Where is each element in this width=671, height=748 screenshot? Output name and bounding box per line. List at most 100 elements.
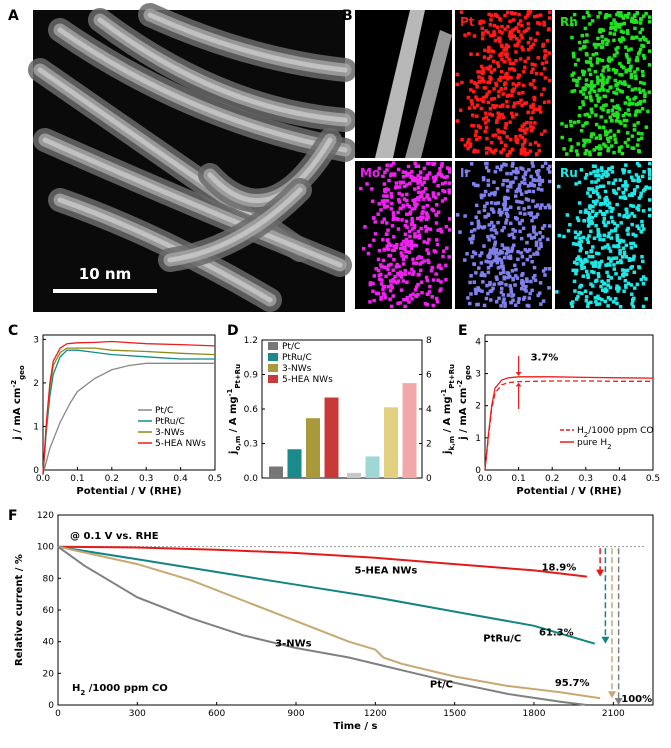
map-pixel <box>599 73 604 77</box>
map-pixel <box>610 219 615 224</box>
map-pixel <box>613 27 618 32</box>
map-pixel <box>391 294 396 298</box>
map-pixel <box>502 276 507 281</box>
map-pixel <box>596 36 600 41</box>
map-pixel <box>394 265 399 269</box>
map-pixel <box>401 180 406 185</box>
map-pixel <box>486 260 491 264</box>
map-pixel <box>479 19 484 24</box>
map-pixel <box>438 166 442 171</box>
map-pixel <box>609 276 614 280</box>
map-pixel <box>577 290 581 295</box>
map-pixel <box>586 224 591 228</box>
element-label: Ru <box>560 166 578 180</box>
series-line <box>484 376 654 471</box>
map-pixel <box>539 302 543 306</box>
map-pixel <box>537 291 542 295</box>
map-pixel <box>503 143 508 148</box>
bar-kinetic-2 <box>384 407 398 478</box>
map-pixel <box>641 209 646 213</box>
map-pixel <box>425 193 430 197</box>
map-pixel <box>628 258 632 262</box>
map-pixel <box>618 304 623 309</box>
map-pixel <box>638 21 643 25</box>
map-pixel <box>605 210 609 214</box>
x-tick-label: 0.0 <box>478 474 493 484</box>
map-pixel <box>431 208 436 213</box>
map-pixel <box>434 176 438 180</box>
map-pixel <box>594 45 598 49</box>
x-tick-label: 1200 <box>364 709 387 719</box>
map-pixel <box>593 260 598 264</box>
map-pixel <box>543 76 548 80</box>
bar-exchange-1 <box>287 449 302 478</box>
map-pixel <box>573 62 578 67</box>
map-pixel <box>542 223 547 228</box>
map-pixel <box>407 271 412 275</box>
map-pixel <box>600 288 605 293</box>
map-pixel <box>468 280 472 285</box>
map-pixel <box>575 79 579 84</box>
map-pixel <box>586 273 590 277</box>
map-pixel <box>640 132 644 136</box>
map-pixel <box>543 267 548 271</box>
y-tick-label: 1 <box>475 434 481 444</box>
map-pixel <box>508 137 513 142</box>
map-pixel <box>514 189 519 194</box>
map-pixel <box>608 115 613 119</box>
map-pixel <box>616 115 620 120</box>
map-pixel <box>534 215 539 219</box>
map-pixel <box>596 81 600 85</box>
map-pixel <box>435 238 439 242</box>
map-pixel <box>595 60 600 65</box>
map-pixel <box>500 261 504 265</box>
map-pixel <box>492 258 497 263</box>
map-pixel <box>532 230 536 234</box>
map-pixel <box>392 280 397 284</box>
map-pixel <box>532 215 536 220</box>
map-pixel <box>575 152 580 157</box>
map-pixel <box>531 178 536 183</box>
map-pixel <box>627 98 632 102</box>
map-pixel <box>475 85 479 89</box>
map-pixel <box>477 210 481 214</box>
map-pixel <box>587 219 591 223</box>
map-pixel <box>396 279 401 283</box>
map-pixel <box>604 263 608 267</box>
map-pixel <box>527 205 531 209</box>
legend-label: H2/1000 ppm CO <box>577 426 653 439</box>
map-pixel <box>502 48 506 52</box>
map-pixel <box>614 140 618 145</box>
map-pixel <box>509 111 514 116</box>
map-pixel <box>501 92 505 96</box>
map-pixel <box>366 251 371 256</box>
map-pixel <box>469 274 473 278</box>
map-pixel <box>511 28 515 32</box>
map-pixel <box>511 293 516 297</box>
map-pixel <box>528 254 533 259</box>
map-pixel <box>625 268 630 273</box>
map-pixel <box>548 205 552 209</box>
map-pixel <box>473 133 478 137</box>
map-pixel <box>499 258 503 263</box>
map-pixel <box>537 177 542 181</box>
map-pixel <box>593 279 598 283</box>
map-pixel <box>439 164 444 168</box>
map-pixel <box>585 138 589 143</box>
map-pixel <box>626 144 630 148</box>
map-pixel <box>489 227 494 232</box>
map-pixel <box>573 289 577 293</box>
map-pixel <box>417 255 422 259</box>
map-pixel <box>541 269 546 273</box>
map-pixel <box>572 89 577 93</box>
map-pixel <box>413 197 418 202</box>
map-pixel <box>501 267 506 271</box>
map-pixel <box>605 198 610 203</box>
map-pixel <box>571 242 576 246</box>
map-pixel <box>624 285 628 289</box>
map-pixel <box>606 146 611 151</box>
map-pixel <box>591 204 595 209</box>
map-pixel <box>399 275 404 279</box>
map-pixel <box>587 234 591 238</box>
annotation-arrowhead <box>515 371 522 376</box>
